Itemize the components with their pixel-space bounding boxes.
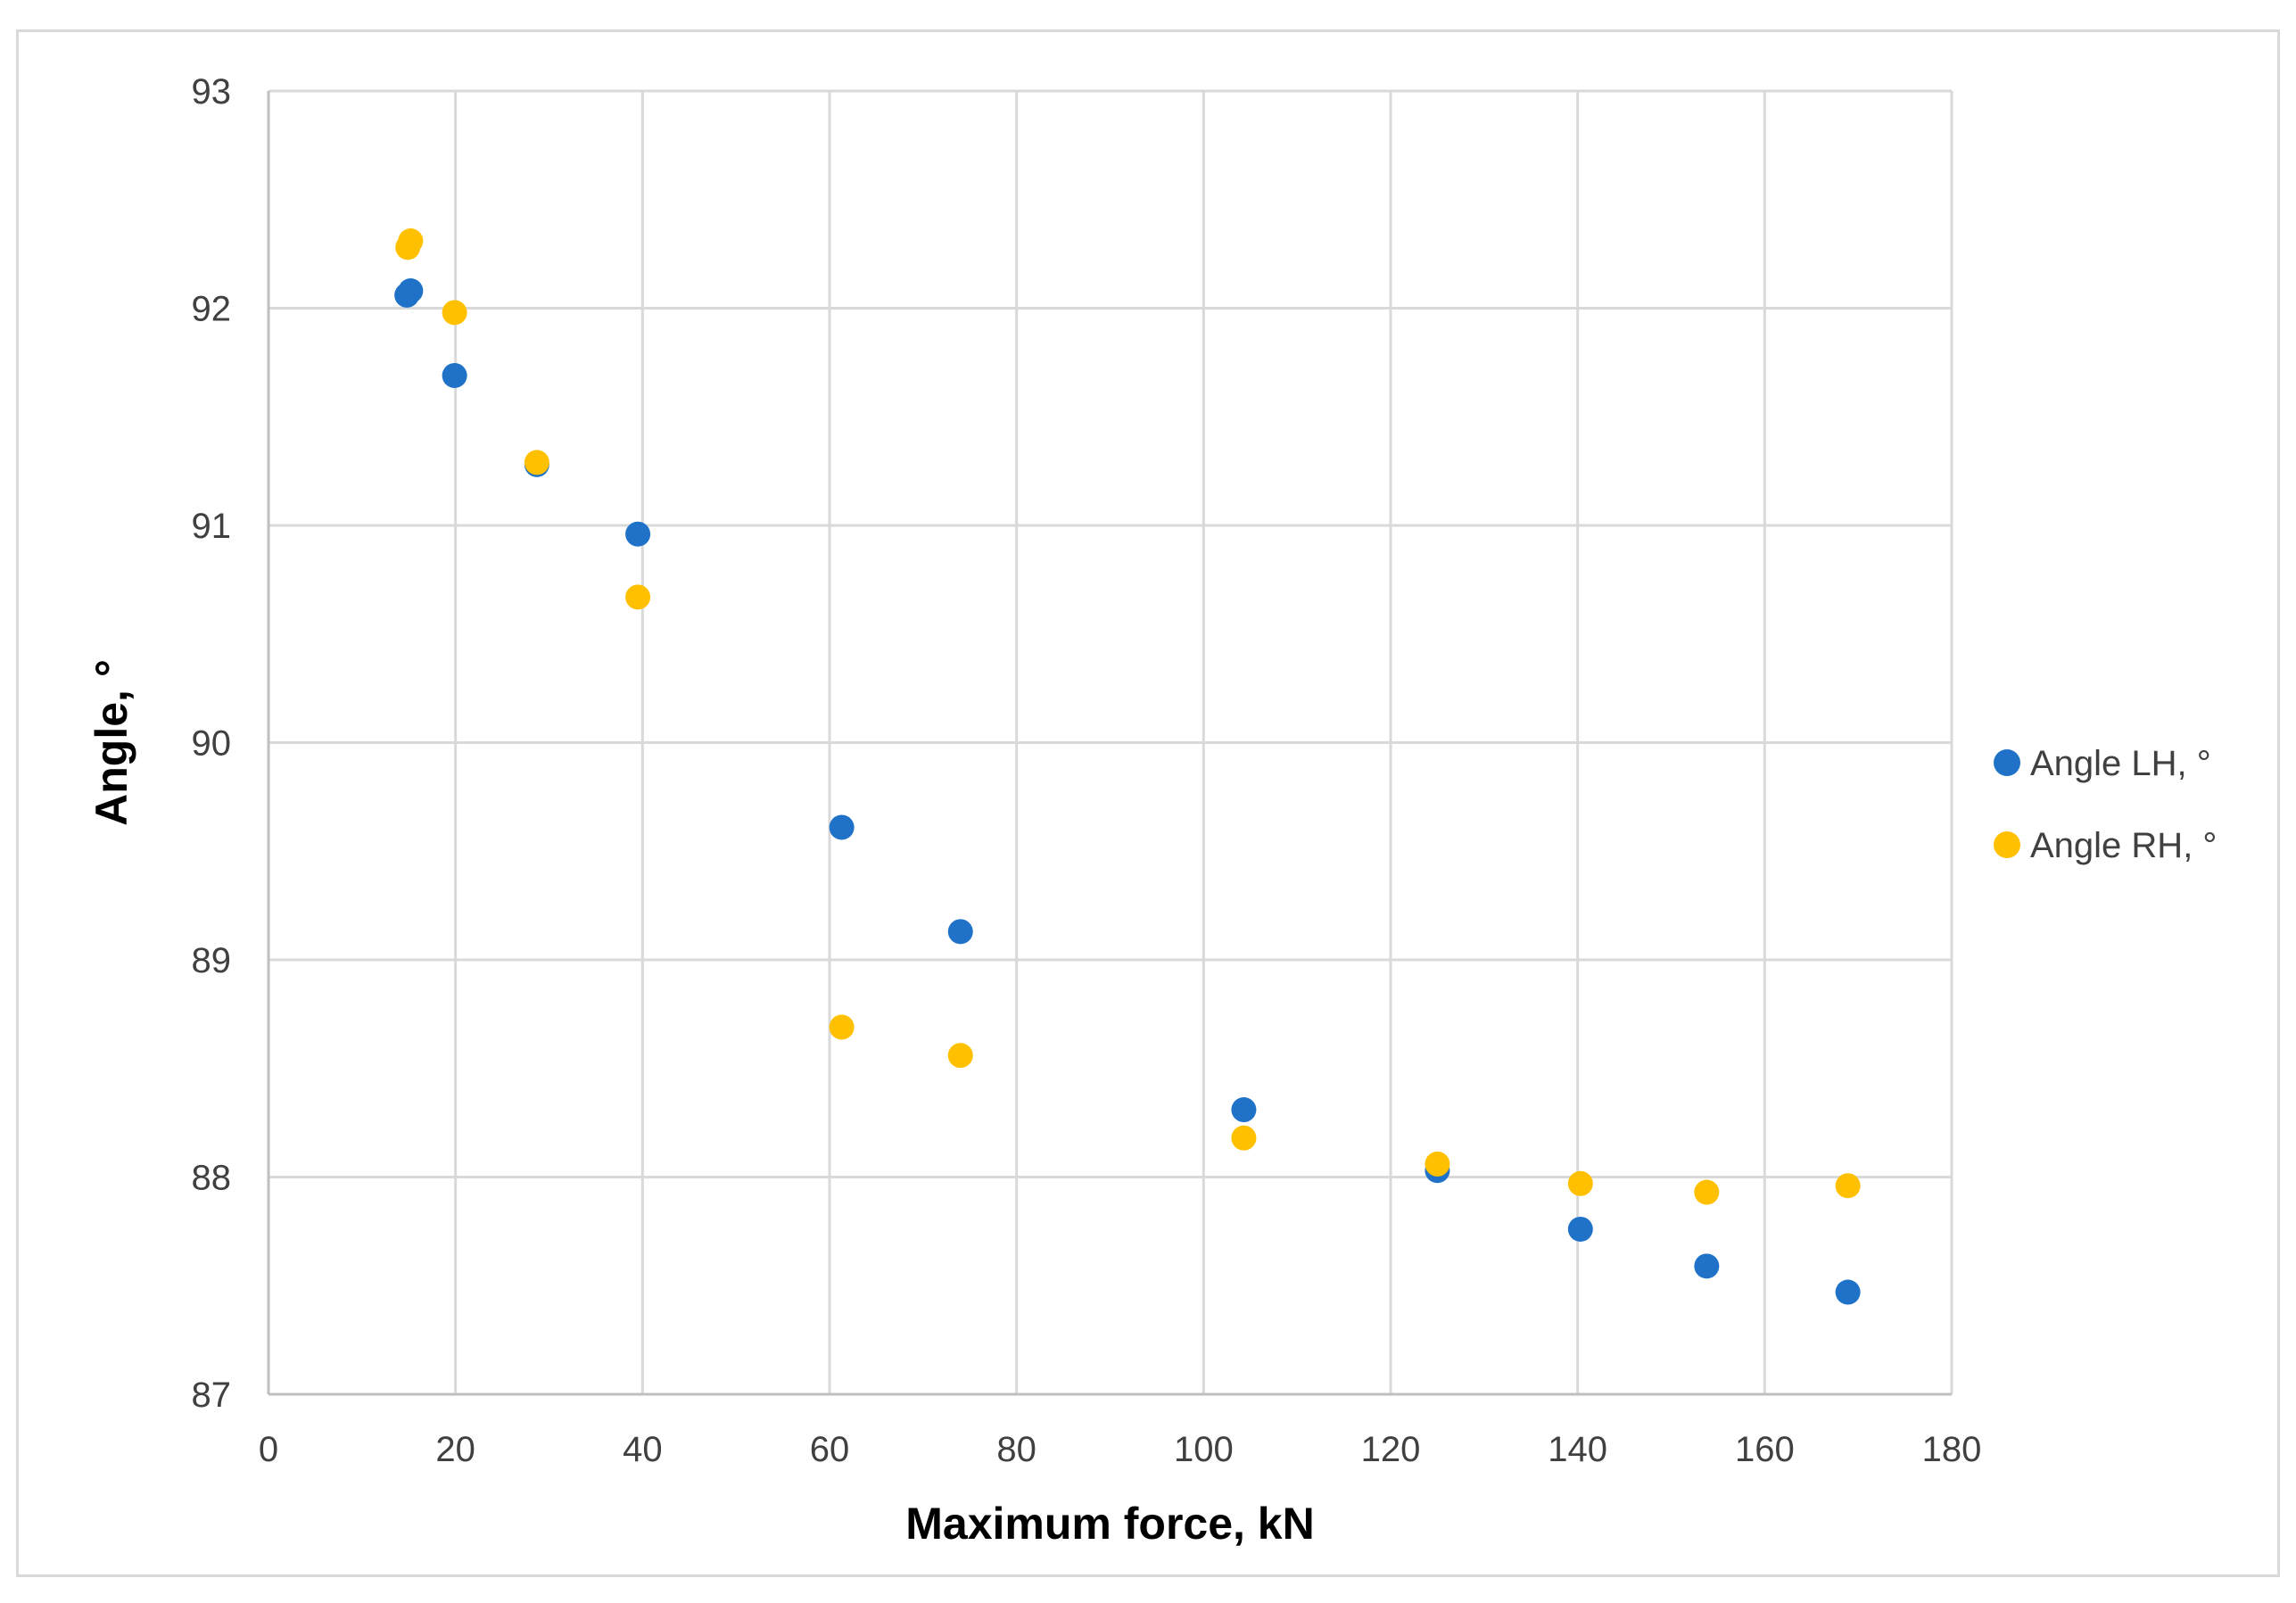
x-tick-label: 100: [1174, 1430, 1234, 1469]
x-tick-labels: 0 20 40 60 80 100 120 140 160 180: [259, 1430, 1982, 1469]
data-point-rh: [1694, 1179, 1720, 1205]
y-tick-label: 87: [192, 1376, 232, 1415]
data-point-lh: [947, 919, 973, 945]
axis-layer: [267, 91, 1952, 1396]
legend-marker-lh: [1994, 749, 2020, 776]
data-point-lh: [1567, 1216, 1593, 1242]
x-tick-label: 80: [996, 1430, 1037, 1469]
data-point-lh: [829, 814, 855, 840]
data-point-lh: [398, 278, 424, 304]
data-point-rh: [442, 300, 467, 326]
data-point-rh: [947, 1043, 973, 1069]
x-tick-label: 120: [1361, 1430, 1421, 1469]
data-points: [394, 228, 1861, 1305]
x-tick-label: 180: [1922, 1430, 1982, 1469]
x-tick-label: 60: [810, 1430, 850, 1469]
data-point-rh: [398, 228, 424, 254]
data-point-rh: [1231, 1125, 1257, 1151]
y-tick-label: 88: [192, 1159, 232, 1198]
legend-label-lh: Angle LH, °: [2030, 744, 2211, 783]
legend-label-rh: Angle RH, °: [2030, 826, 2217, 865]
data-point-lh: [442, 362, 467, 388]
x-tick-label: 160: [1735, 1430, 1795, 1469]
y-tick-label: 91: [192, 507, 232, 546]
chart-frame: [16, 29, 2280, 1577]
x-tick-label: 140: [1548, 1430, 1607, 1469]
data-point-lh: [1231, 1097, 1257, 1123]
y-tick-labels: 87 88 89 90 91 92 93: [192, 72, 232, 1415]
x-tick-label: 40: [623, 1430, 663, 1469]
data-point-rh: [829, 1014, 855, 1040]
data-point-rh: [1835, 1173, 1861, 1199]
data-point-rh: [1425, 1151, 1450, 1177]
data-point-rh: [524, 450, 549, 475]
y-axis-title: Angle, °: [87, 659, 136, 826]
y-tick-label: 89: [192, 941, 232, 980]
x-tick-label: 20: [435, 1430, 475, 1469]
x-tick-label: 0: [259, 1430, 278, 1469]
x-axis-title: Maximum force, kN: [905, 1499, 1314, 1549]
y-tick-label: 90: [192, 724, 232, 764]
data-point-rh: [625, 584, 651, 610]
data-point-rh: [1567, 1170, 1593, 1196]
y-tick-label: 92: [192, 290, 232, 329]
data-point-lh: [625, 521, 651, 547]
data-point-lh: [1694, 1253, 1720, 1279]
legend: Angle LH, ° Angle RH, °: [1994, 744, 2217, 865]
y-tick-label: 93: [192, 72, 232, 112]
data-point-lh: [1835, 1279, 1861, 1305]
legend-marker-rh: [1994, 831, 2020, 858]
